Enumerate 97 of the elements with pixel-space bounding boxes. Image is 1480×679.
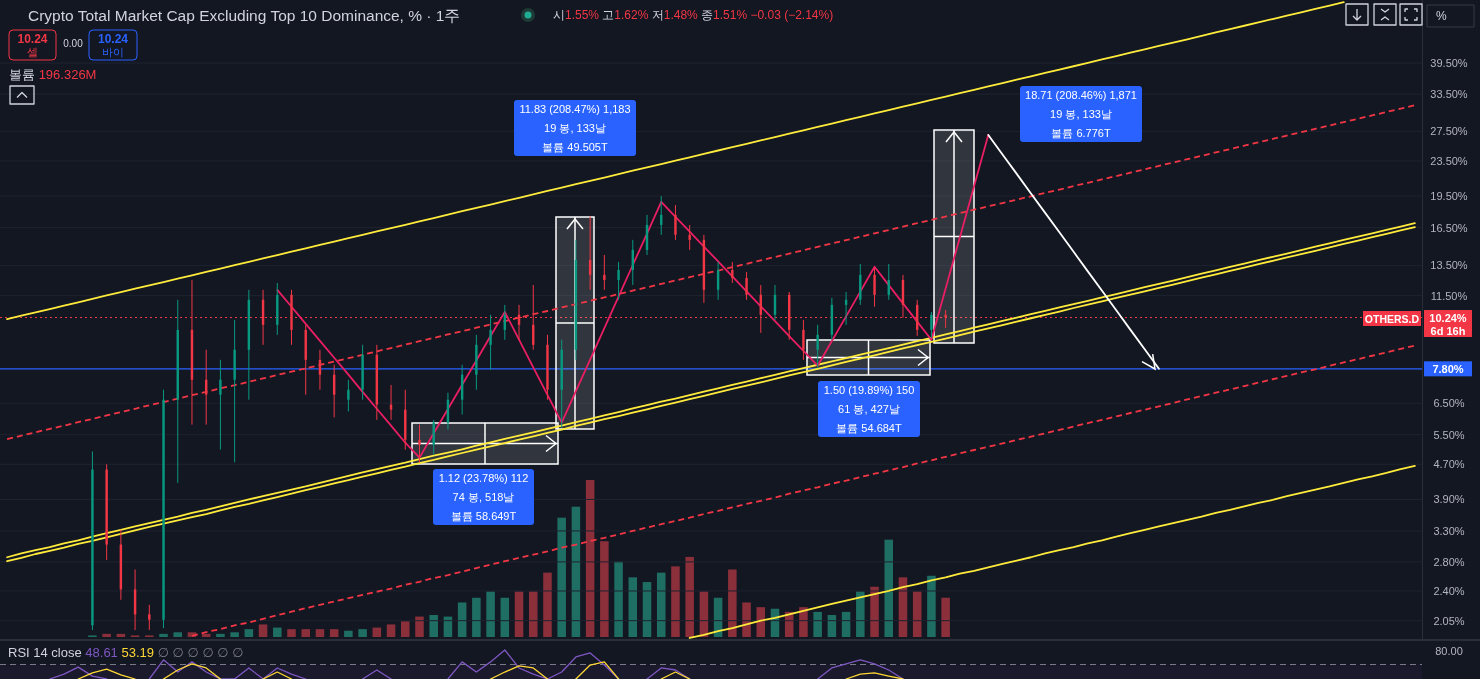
- candlestick: [148, 604, 151, 631]
- annotation: 0.00: [63, 37, 84, 49]
- bar: [870, 586, 879, 637]
- y-tick-label: 19.50%: [1430, 190, 1468, 203]
- line-series: [276, 134, 990, 459]
- bar: [315, 629, 325, 637]
- y-tick-label: 3.30%: [1433, 524, 1465, 537]
- line-series: [688, 465, 1416, 639]
- y-tick-label: 6.50%: [1433, 397, 1465, 410]
- text: 6d 16h: [1430, 325, 1466, 337]
- bar: [472, 597, 481, 637]
- candlestick: [731, 261, 734, 284]
- annotation: 11.83 (208.47%) 1,183 19 봉, 133날 볼륨 49.505T: [519, 103, 631, 153]
- line-series: [6, 1, 1345, 321]
- y-tick-label: 2.05%: [1433, 614, 1465, 627]
- candlestick: [219, 359, 222, 451]
- ref-line-label: 10.24%: [1429, 311, 1467, 324]
- bar: [912, 591, 922, 637]
- ref-line-label: 7.80%: [1432, 362, 1464, 375]
- y-tick-label: 2.80%: [1433, 555, 1465, 568]
- annotation: 53.19: [117, 644, 155, 660]
- annotation: 18.71 (208.46%) 1,871 19 봉, 133날 볼륨 6.776T: [1025, 89, 1137, 139]
- bar: [500, 597, 510, 637]
- bar: [671, 566, 680, 637]
- annotation: 10.24 셀: [17, 32, 48, 58]
- y-tick-label: 5.50%: [1433, 428, 1465, 441]
- bar: [287, 629, 296, 637]
- candlestick: [603, 254, 606, 291]
- bar: [628, 577, 638, 637]
- annotation: 10.24 바이: [97, 32, 129, 58]
- y-tick-label: 11.50%: [1430, 289, 1468, 302]
- bar: [813, 611, 822, 637]
- bar: [841, 611, 851, 637]
- bar: [230, 632, 239, 637]
- y-tick-label: 16.50%: [1430, 221, 1468, 234]
- candlestick: [489, 314, 492, 371]
- bar: [358, 629, 367, 637]
- y-tick-label: 39.50%: [1430, 57, 1468, 70]
- bar: [742, 602, 751, 637]
- chart-title: RSI 14 close: [8, 644, 82, 660]
- bar: [244, 629, 254, 637]
- bar: [173, 632, 183, 637]
- bar: [543, 572, 552, 637]
- bar: [429, 615, 438, 637]
- y-tick-label: 27.50%: [1430, 125, 1468, 138]
- annotation: OTHERS.D: [1364, 312, 1420, 325]
- candlestick: [617, 261, 620, 301]
- bar: [216, 633, 225, 637]
- candlestick: [674, 204, 677, 241]
- bar: [401, 621, 410, 637]
- bar: [927, 575, 936, 637]
- bar: [486, 591, 495, 637]
- y-tick-label: 3.90%: [1433, 493, 1465, 506]
- bar: [329, 629, 339, 637]
- bar: [614, 561, 623, 637]
- bar: [557, 517, 566, 637]
- bar: [728, 569, 737, 637]
- text: %: [1436, 9, 1447, 23]
- bar: [528, 591, 538, 637]
- bar: [386, 624, 396, 637]
- bar: [685, 556, 694, 637]
- text: 80.00: [1435, 645, 1463, 657]
- candlestick: [688, 224, 691, 251]
- bar: [273, 627, 282, 637]
- bar: [856, 591, 865, 637]
- bar: [457, 602, 467, 637]
- bar: [301, 629, 310, 637]
- candlestick: [816, 324, 819, 369]
- annotation: ∅ ∅ ∅ ∅ ∅ ∅: [154, 644, 244, 660]
- annotation: 48.61: [81, 644, 118, 660]
- bar: [941, 597, 950, 637]
- text: 시1.55% 고1.62% 저1.48% 종1.51% −0.03 (−2.14%): [553, 8, 834, 22]
- bar: [159, 633, 168, 637]
- bar: [372, 627, 382, 637]
- y-tick-label: 33.50%: [1430, 88, 1468, 101]
- bar: [258, 624, 268, 637]
- bar: [799, 607, 808, 637]
- bar: [415, 616, 424, 637]
- annotation: 1.50 (19.89%) 150 61 봉, 427날 볼륨 54.684T: [823, 384, 915, 434]
- y-tick-label: 23.50%: [1430, 154, 1468, 167]
- bar: [600, 541, 609, 637]
- candlestick: [347, 379, 350, 412]
- bar: [102, 633, 111, 637]
- bar: [514, 591, 524, 637]
- candlestick: [745, 271, 748, 301]
- candlestick: [418, 424, 421, 463]
- y-tick-label: 13.50%: [1430, 259, 1468, 272]
- annotation: 볼륨 196.326M: [9, 66, 97, 82]
- candlestick: [873, 267, 876, 308]
- annotation: 1.12 (23.78%) 112 74 봉, 518날 볼륨 58.649T: [438, 472, 529, 522]
- chart-title: Crypto Total Market Cap Excluding Top 10 Dominance, % · 1주: [28, 6, 461, 24]
- bar: [884, 539, 894, 637]
- candlestick: [930, 311, 933, 339]
- candlestick: [802, 319, 805, 361]
- y-tick-label: 4.70%: [1433, 458, 1465, 471]
- y-tick-label: 2.40%: [1433, 584, 1465, 597]
- bar: [344, 630, 353, 637]
